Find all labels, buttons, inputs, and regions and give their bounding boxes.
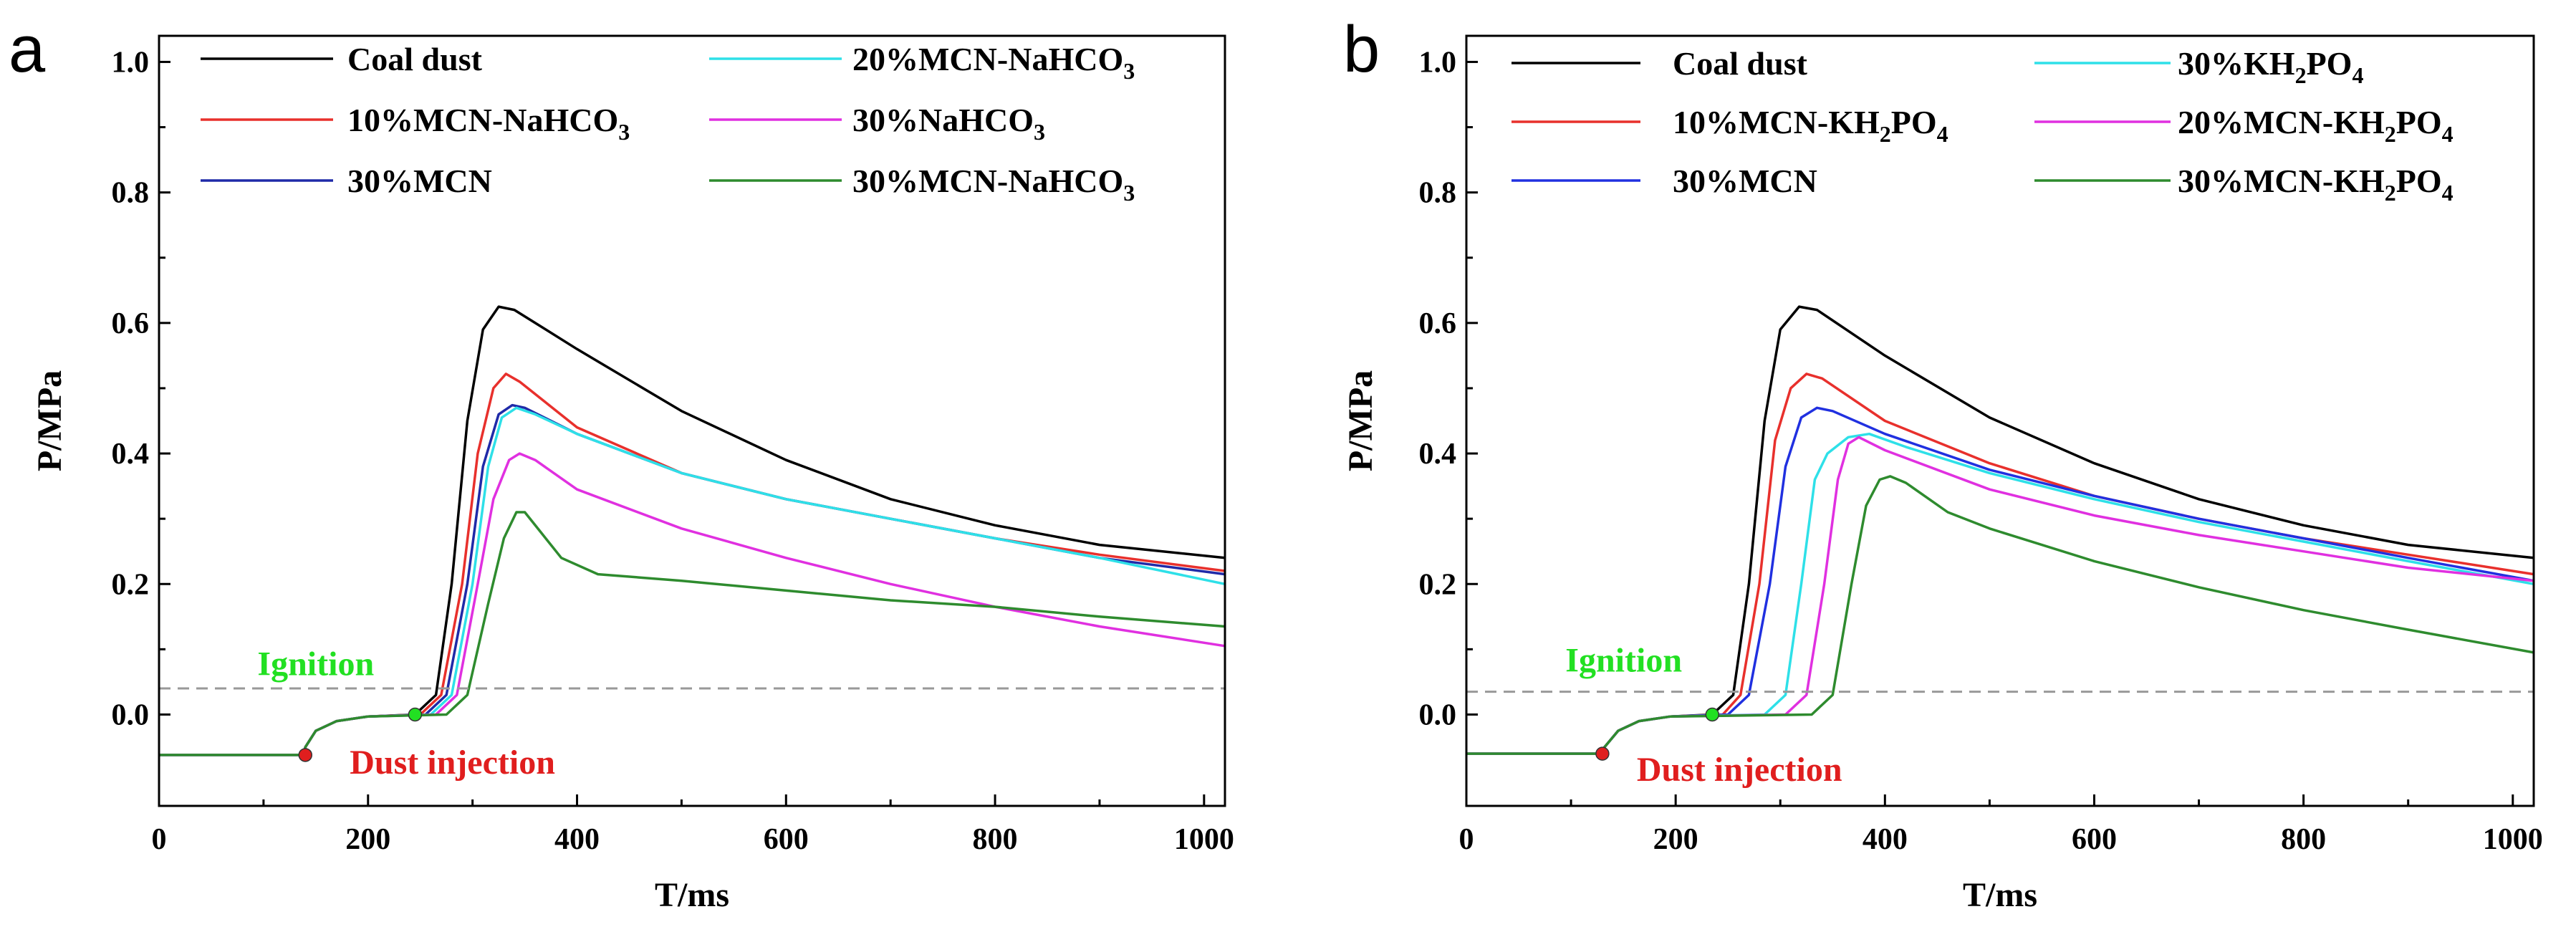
- x-axis-label: T/ms: [1963, 876, 2037, 914]
- dust-injection-marker: [298, 748, 312, 762]
- series-group: [159, 305, 1226, 756]
- dust-injection-marker: [1595, 746, 1610, 761]
- series-line-2: [1466, 406, 2534, 755]
- y-tick-label: 0.2: [112, 568, 150, 601]
- legend-label: 20%MCN-NaHCO3: [852, 41, 1135, 84]
- y-tick-label: 0.0: [1419, 698, 1457, 731]
- y-tick-label: 0.6: [112, 307, 150, 340]
- series-line-5: [1466, 475, 2534, 755]
- y-tick-label: 0.4: [1419, 438, 1457, 471]
- legend-label: Coal dust: [347, 41, 483, 77]
- x-tick-label: 600: [764, 823, 809, 856]
- x-tick-label: 800: [973, 823, 1018, 856]
- legend-label: 30%NaHCO3: [852, 102, 1045, 145]
- x-axis-label: T/ms: [655, 876, 729, 914]
- legend-label: 30%MCN-NaHCO3: [852, 163, 1135, 206]
- y-tick-label: 0.4: [112, 438, 150, 471]
- legend-label: 30%KH2PO4: [2178, 45, 2363, 88]
- legend-label: 30%MCN: [347, 163, 492, 199]
- chart-panel-b: 0 200 400 600 800 1000 0.0 0.2 0.4 0.6 0.8 1.0 T/ms P…: [1342, 13, 2543, 914]
- ignition-marker: [1705, 707, 1720, 722]
- chart-panel-a: 0 200 400 600 800 1000 0.0 0.2 0.4 0.6 0.8 1.0 T/ms P…: [9, 13, 1234, 914]
- x-tick-label: 0: [1459, 823, 1474, 856]
- x-tick-label: 200: [345, 823, 390, 856]
- x-tick-label: 1000: [2483, 823, 2543, 856]
- legend-label: 30%MCN-KH2PO4: [2178, 163, 2454, 206]
- legend-label: Coal dust: [1673, 45, 1808, 82]
- series-group: [1466, 305, 2534, 755]
- y-tick-label: 0.8: [112, 177, 150, 210]
- x-tick-label: 400: [1863, 823, 1908, 856]
- series-line-4: [159, 452, 1226, 756]
- x-tick-label: 200: [1653, 823, 1698, 856]
- legend-label: 10%MCN-KH2PO4: [1673, 104, 1948, 147]
- legend-label: 10%MCN-NaHCO3: [347, 102, 630, 145]
- panel-letter: b: [1343, 13, 1380, 86]
- y-axis-label: P/MPa: [31, 370, 69, 471]
- x-tick-label: 1000: [1174, 823, 1234, 856]
- y-tick-label: 1.0: [112, 46, 150, 79]
- series-line-1: [159, 373, 1226, 756]
- y-tick-label: 0.6: [1419, 307, 1457, 340]
- y-tick-label: 0.8: [1419, 177, 1457, 210]
- plot-frame: [158, 34, 1226, 807]
- x-tick-label: 0: [152, 823, 167, 856]
- series-line-4: [1466, 436, 2534, 755]
- ignition-marker: [408, 707, 423, 722]
- x-tick-label: 600: [2072, 823, 2117, 856]
- y-axis-label: P/MPa: [1342, 370, 1380, 471]
- dust-injection-annotation: Dust injection: [1637, 751, 1842, 789]
- legend-label: 20%MCN-KH2PO4: [2178, 104, 2454, 147]
- ignition-annotation: Ignition: [257, 645, 374, 683]
- series-line-3: [1466, 432, 2534, 755]
- legend: Coal dust 10%MCN-NaHCO3 30%MCN 20%MCN-NaHCO…: [201, 41, 1135, 206]
- panel-letter: a: [9, 13, 46, 86]
- plot-frame: [1465, 34, 2535, 807]
- legend: Coal dust 10%MCN-KH2PO4 30%MCN 30%KH2PO4 20%…: [1512, 45, 2454, 206]
- y-tick-label: 0.0: [112, 698, 150, 731]
- dust-injection-annotation: Dust injection: [350, 744, 555, 782]
- series-line-0: [1466, 305, 2534, 755]
- x-tick-label: 800: [2281, 823, 2326, 856]
- y-tick-label: 1.0: [1419, 46, 1457, 79]
- ignition-annotation: Ignition: [1565, 641, 1682, 679]
- series-line-2: [159, 403, 1226, 756]
- x-tick-label: 400: [554, 823, 600, 856]
- y-tick-label: 0.2: [1419, 568, 1457, 601]
- series-line-5: [159, 511, 1226, 756]
- series-line-1: [1466, 373, 2534, 755]
- legend-label: 30%MCN: [1673, 163, 1817, 199]
